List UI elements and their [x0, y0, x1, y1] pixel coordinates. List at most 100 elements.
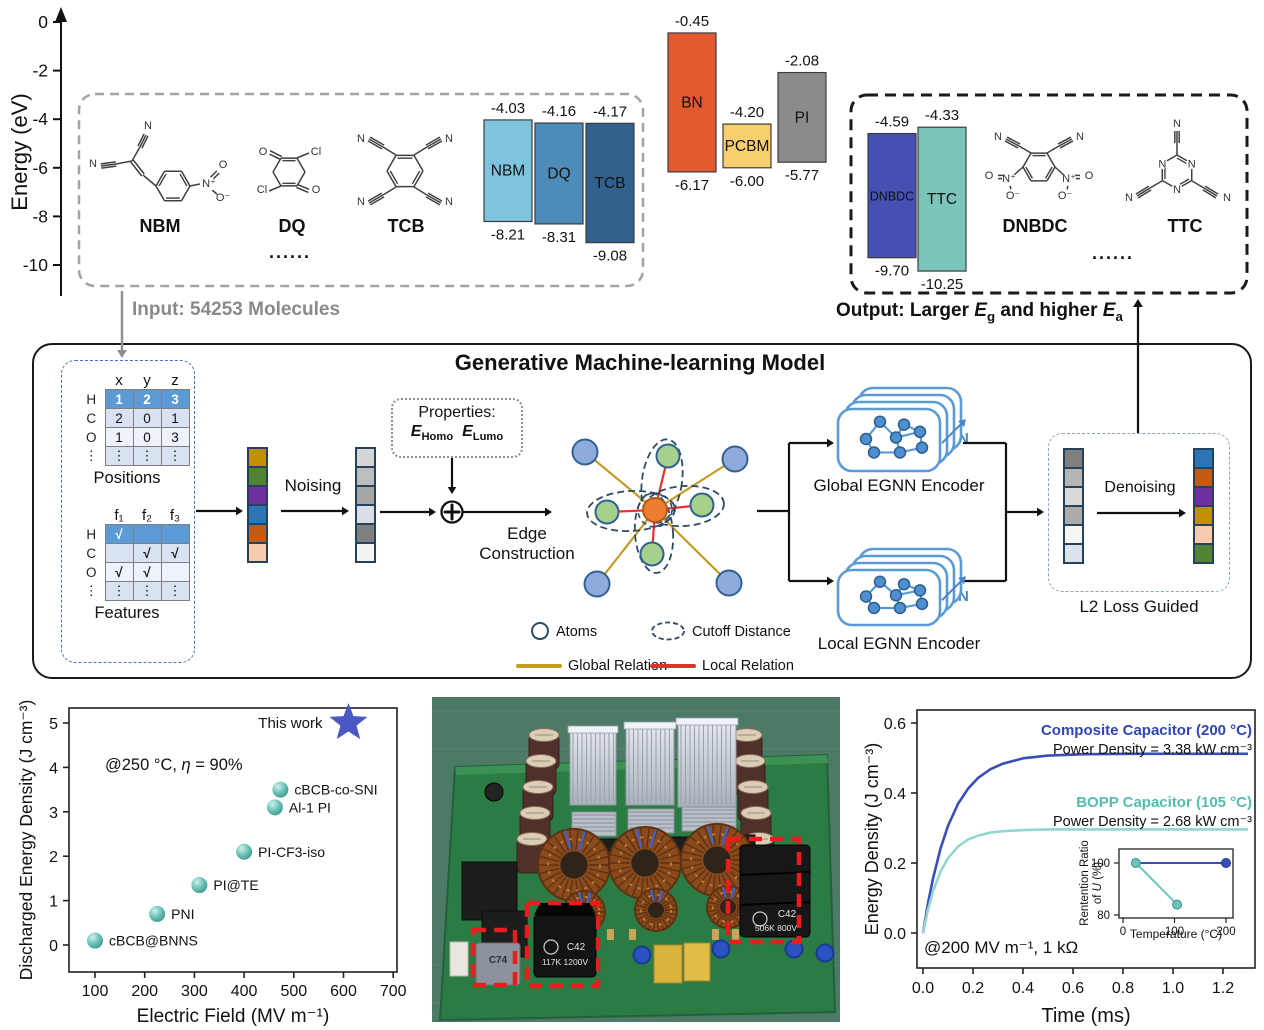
bond [425, 136, 441, 146]
device-photo: C74 C42 117K 1200V C42 506K 800V [432, 697, 840, 1022]
atom-bg [442, 132, 456, 146]
winding [712, 892, 722, 902]
input-molecules-box [77, 92, 645, 288]
composite-power-label: Power Density = 3.38 kW cm⁻³ [1053, 742, 1252, 758]
atom-bg [256, 145, 270, 159]
ring-n-bg [1171, 183, 1183, 195]
row-header: ⋮ [84, 448, 99, 463]
lumo-value-PI: -2.08 [785, 53, 819, 70]
denoising-label: Denoising [1104, 479, 1176, 496]
bond [1149, 180, 1163, 189]
lumo-value-PCBM: -4.20 [730, 104, 764, 121]
legend-local-label: Local Relation [702, 658, 794, 674]
e-lumo-sub: Lumo [472, 431, 504, 444]
col-header: f₁ [114, 506, 124, 524]
nbm-structure: N N N⁺O O⁻ [86, 119, 230, 205]
blue-wire [721, 826, 729, 846]
black-module [461, 861, 518, 921]
winding [539, 855, 560, 863]
atom-O: O [985, 170, 994, 182]
atom-O: O [1085, 170, 1094, 182]
bond [426, 194, 442, 204]
energy-bar-TTC [917, 126, 967, 272]
table-cell: 2 [132, 389, 162, 409]
tcb-structure: N N N N [354, 132, 456, 209]
ring-double [389, 170, 399, 185]
bond [100, 163, 117, 167]
ring-n: N [1158, 159, 1166, 171]
winding [656, 918, 660, 931]
y-tick-label: 2 [49, 849, 58, 866]
noising-label: Noising [284, 476, 342, 495]
lumo-value-TCB: -4.17 [593, 103, 627, 120]
atom-Cl: Cl [257, 184, 267, 196]
energy-bar-PCBM [722, 123, 772, 169]
blue-wire [586, 892, 592, 904]
highlight-box [725, 836, 802, 945]
energy-bar-TCB [585, 122, 635, 244]
y-tick-label: 0.6 [884, 716, 906, 733]
col-header: x [115, 371, 123, 389]
vector-cell [355, 542, 376, 563]
bond [209, 170, 218, 179]
atom-N: N [445, 133, 453, 145]
energy-bar-DNBDC [867, 132, 917, 259]
inset-y-tick-label: 100 [1091, 858, 1110, 870]
inset-y-tick-label: 80 [1097, 910, 1110, 922]
output-caption-e1: E [974, 300, 987, 321]
properties-box: Properties: EHomo ELumo [391, 398, 523, 458]
atom-bg [1058, 189, 1072, 203]
toroid-inductor [608, 826, 682, 900]
ring-edge [1046, 152, 1056, 168]
time-annotation: @200 MV m⁻¹, 1 kΩ [924, 938, 1078, 957]
winding [588, 867, 609, 875]
positions-caption: Positions [93, 469, 161, 487]
atom-N: N [1173, 118, 1181, 130]
ring-edge [413, 155, 424, 172]
energy-bar-name-TCB: TCB [595, 175, 626, 192]
features-data-table: f₁ f₂ f₃ H √ C √ √ O √ √ ⋮ ⋮ ⋮ ⋮ [78, 506, 190, 601]
ring-edge [296, 157, 306, 173]
bond [1137, 189, 1152, 199]
col-header: f₃ [169, 506, 181, 524]
bond [141, 135, 149, 149]
winding [703, 826, 713, 847]
output-caption-sub2: a [1115, 308, 1123, 324]
row-header: H [86, 391, 97, 407]
winding [631, 829, 641, 850]
table-cell: 2 [104, 408, 134, 428]
atom-N: N [445, 196, 453, 208]
energy-tick-label: -6 [32, 158, 48, 178]
input-caption: Input: 54253 Molecules [132, 299, 341, 320]
time-plot-frame [916, 709, 1256, 969]
table-cell: √ [104, 524, 134, 544]
y-tick-label: 0 [49, 938, 58, 955]
blue-trimmer [632, 945, 652, 965]
bond [137, 133, 145, 147]
vector-cell [247, 542, 268, 563]
table-cell: ⋮ [132, 446, 162, 466]
annotation-suffix: = 90% [191, 756, 243, 774]
bond [382, 186, 397, 196]
ring-n: N [1188, 159, 1196, 171]
right-cap-rating-label: 506K 800V [755, 923, 797, 933]
bond [268, 185, 282, 192]
table-cell: ⋮ [104, 581, 134, 601]
bond [131, 146, 141, 162]
table-cell: 1 [104, 427, 134, 447]
heatsink [567, 725, 619, 806]
scatter-point-PNI [149, 905, 166, 922]
clean-feature-vector [247, 447, 268, 563]
table-cell: 0 [132, 427, 162, 447]
molecule-label-dq: DQ [278, 216, 306, 236]
winding [610, 853, 631, 861]
winding [553, 835, 566, 853]
lumo-value-DNBDC: -4.59 [875, 114, 909, 131]
time-x-axis-label: Time (ms) [1041, 1005, 1130, 1027]
atom-O: O [259, 146, 268, 158]
vector-cell [247, 447, 268, 468]
legend-global-label: Global Relation [568, 658, 668, 674]
atom-bg [1073, 130, 1087, 144]
energy-bar-name-TTC: TTC [927, 191, 957, 208]
bond [115, 160, 133, 165]
